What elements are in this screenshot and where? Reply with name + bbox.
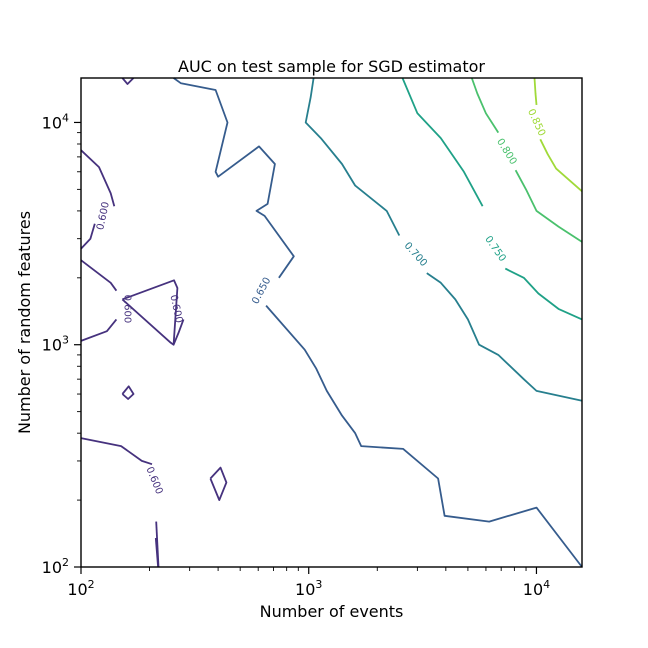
contour-label-0.600-0: 0.600 bbox=[95, 201, 112, 231]
contour-line-0.600-2 bbox=[80, 259, 118, 292]
y-tick-label-1: 103 bbox=[42, 334, 69, 355]
contour-label-0.650-0: 0.650 bbox=[250, 276, 273, 306]
y-axis-label: Number of random features bbox=[15, 211, 34, 434]
contour-line-0.600-8 bbox=[80, 437, 153, 466]
contour-label-0.850-0: 0.850 bbox=[525, 107, 547, 138]
contour-label-0.600-3: 0.600 bbox=[143, 465, 164, 496]
contour-line-0.600-5 bbox=[121, 298, 185, 346]
contour-line-0.600-1 bbox=[80, 223, 96, 250]
contour-line-0.600-3 bbox=[80, 318, 118, 342]
plot-frame bbox=[80, 77, 583, 568]
y-tick-label-2: 104 bbox=[42, 111, 69, 132]
contour-line-0.750-0 bbox=[401, 77, 484, 207]
contour-line-0.600-0 bbox=[80, 149, 116, 207]
x-axis-label: Number of events bbox=[260, 602, 404, 621]
y-axis: 102 103 104 bbox=[42, 111, 81, 577]
contour-label-0.750-0: 0.750 bbox=[482, 234, 507, 264]
x-tick-label-2: 104 bbox=[523, 578, 550, 599]
contour-line-0.750-1 bbox=[504, 267, 583, 321]
contour-label-0.700-0: 0.700 bbox=[402, 240, 429, 269]
x-tick-label-1: 103 bbox=[295, 578, 322, 599]
contour-line-0.600-10 bbox=[154, 537, 159, 568]
contour-line-0.600-4 bbox=[122, 279, 179, 345]
chart-title: AUC on test sample for SGD estimator bbox=[178, 57, 485, 76]
contour-line-0.700-1 bbox=[426, 272, 583, 402]
contour-line-0.600-11 bbox=[121, 77, 135, 85]
contour-lines bbox=[80, 77, 583, 568]
x-axis: 102 103 104 bbox=[67, 567, 550, 599]
contour-line-0.800-1 bbox=[514, 169, 583, 243]
x-tick-label-0: 102 bbox=[67, 578, 94, 599]
contour-line-0.650-0 bbox=[173, 77, 295, 279]
contour-line-0.600-7 bbox=[209, 466, 228, 502]
contour-line-0.800-0 bbox=[470, 77, 500, 134]
y-tick-label-0: 102 bbox=[42, 556, 69, 577]
contour-line-0.600-6 bbox=[121, 385, 135, 400]
contour-line-0.850-1 bbox=[539, 138, 583, 192]
contour-line-0.700-0 bbox=[304, 77, 401, 236]
contour-label-0.600-1: 0.600 bbox=[122, 295, 133, 324]
contour-line-0.850-0 bbox=[533, 77, 538, 105]
contour-line-0.650-1 bbox=[265, 305, 583, 568]
contour-labels: 0.600 0.600 0.600 0.600 0.650 0.700 0.750 0.800… bbox=[95, 107, 547, 496]
contour-label-0.800-0: 0.800 bbox=[494, 137, 519, 167]
contour-label-0.600-2: 0.600 bbox=[167, 294, 184, 324]
